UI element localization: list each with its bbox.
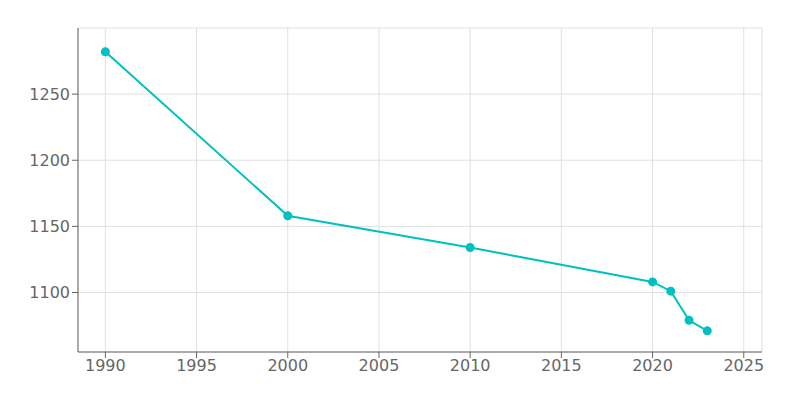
svg-text:2005: 2005 — [359, 356, 400, 375]
svg-text:1995: 1995 — [176, 356, 217, 375]
svg-text:1250: 1250 — [29, 85, 70, 104]
svg-text:2025: 2025 — [723, 356, 764, 375]
svg-text:1990: 1990 — [85, 356, 126, 375]
svg-text:1150: 1150 — [29, 217, 70, 236]
svg-text:2010: 2010 — [450, 356, 491, 375]
svg-text:1200: 1200 — [29, 151, 70, 170]
svg-text:1100: 1100 — [29, 283, 70, 302]
svg-text:2000: 2000 — [267, 356, 308, 375]
svg-text:2020: 2020 — [632, 356, 673, 375]
svg-text:2015: 2015 — [541, 356, 582, 375]
